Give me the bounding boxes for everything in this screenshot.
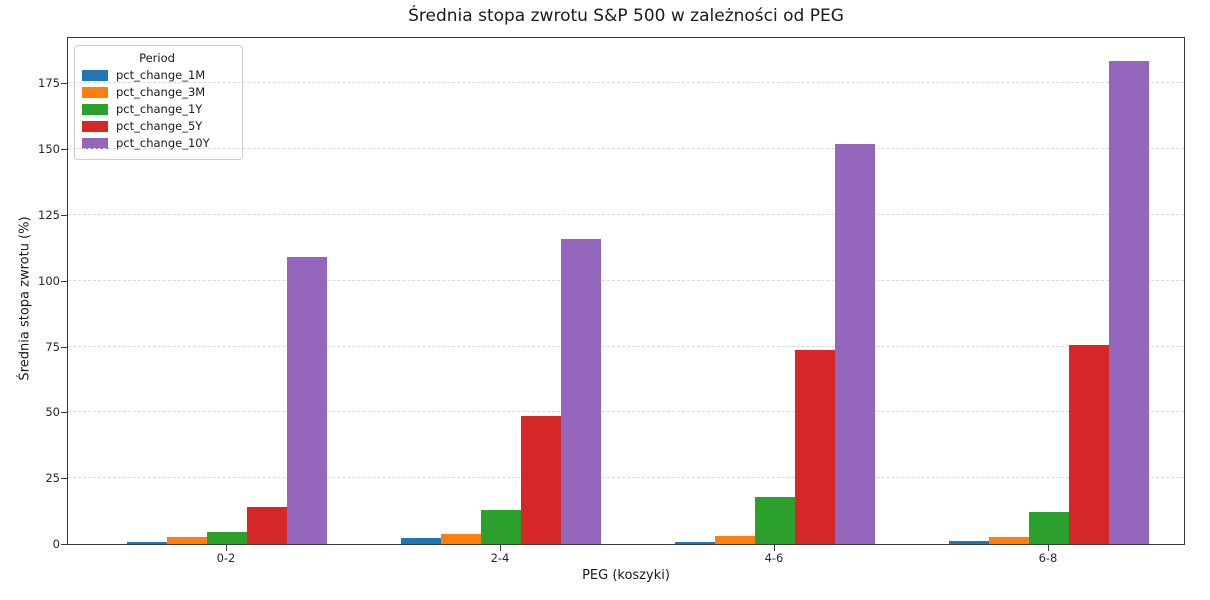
legend-label: pct_change_3M — [116, 85, 206, 99]
legend-swatch-icon — [82, 86, 108, 98]
gridline — [68, 477, 1184, 479]
y-tick-label: 150 — [38, 142, 60, 157]
legend-swatch-icon — [82, 137, 108, 149]
x-tick-label: 0-2 — [216, 551, 236, 565]
bar-pct_change_3M-0-2 — [167, 537, 207, 544]
legend-item: pct_change_10Y — [82, 136, 232, 150]
x-tick-label: 6-8 — [1038, 551, 1058, 565]
x-tick-label: 4-6 — [764, 551, 784, 565]
y-tick-label: 100 — [38, 273, 60, 288]
bar-pct_change_1Y-4-6 — [755, 496, 795, 544]
legend-label: pct_change_10Y — [116, 136, 210, 150]
y-tick-mark — [61, 478, 67, 480]
x-tick-mark — [500, 545, 501, 551]
x-tick-mark — [1048, 545, 1049, 551]
y-tick-label: 75 — [45, 339, 60, 354]
bar-pct_change_10Y-0-2 — [287, 257, 327, 544]
y-tick-mark — [61, 412, 67, 414]
y-tick-mark — [61, 83, 67, 85]
legend-item: pct_change_1Y — [82, 102, 232, 116]
x-tick-mark — [774, 545, 775, 551]
gridline — [68, 345, 1184, 347]
gridline — [68, 214, 1184, 215]
bar-pct_change_10Y-4-6 — [835, 143, 875, 544]
bar-pct_change_3M-6-8 — [989, 536, 1029, 544]
bar-pct_change_1Y-0-2 — [207, 532, 247, 544]
bar-pct_change_1M-0-2 — [127, 541, 167, 544]
chart-title: Średnia stopa zwrotu S&P 500 w zależnośc… — [408, 6, 844, 26]
y-tick-label: 25 — [45, 471, 60, 486]
x-tick-label: 2-4 — [490, 551, 510, 565]
bar-pct_change_5Y-6-8 — [1069, 344, 1109, 544]
bar-pct_change_1M-4-6 — [675, 541, 715, 544]
y-tick-label: 125 — [38, 207, 60, 222]
bar-pct_change_5Y-0-2 — [247, 506, 287, 544]
legend-title: Period — [139, 51, 175, 65]
legend-swatch-icon — [82, 103, 108, 115]
bar-pct_change_1M-2-4 — [401, 537, 441, 544]
y-tick-mark — [61, 149, 67, 151]
gridline — [68, 148, 1184, 150]
legend-swatch-icon — [82, 120, 108, 132]
bar-pct_change_1Y-6-8 — [1029, 512, 1069, 544]
bar-pct_change_5Y-4-6 — [795, 349, 835, 544]
legend-label: pct_change_1M — [116, 68, 206, 82]
y-tick-mark — [61, 280, 67, 282]
gridline — [68, 279, 1184, 281]
x-tick-mark — [226, 545, 227, 551]
y-tick-mark — [61, 346, 67, 348]
y-tick-label: 50 — [45, 405, 60, 420]
legend-item: pct_change_5Y — [82, 119, 232, 133]
bar-pct_change_1Y-2-4 — [481, 510, 521, 544]
x-axis-label: PEG (koszyki) — [582, 568, 670, 583]
bar-pct_change_3M-2-4 — [441, 533, 481, 544]
y-tick-label: 0 — [52, 537, 60, 551]
y-tick-label: 175 — [38, 76, 60, 91]
legend-label: pct_change_5Y — [116, 119, 203, 133]
plot-area: Period pct_change_1M pct_change_3M pct_cha… — [67, 37, 1185, 545]
bar-pct_change_1M-6-8 — [949, 540, 989, 544]
y-tick-mark — [61, 214, 67, 216]
gridline — [68, 411, 1184, 413]
legend-swatch-icon — [82, 69, 108, 81]
bar-pct_change_10Y-2-4 — [561, 238, 601, 544]
bar-pct_change_10Y-6-8 — [1109, 61, 1149, 544]
bar-pct_change_5Y-2-4 — [521, 416, 561, 544]
legend-item: pct_change_1M — [82, 68, 232, 82]
legend-label: pct_change_1Y — [116, 102, 203, 116]
gridline — [68, 82, 1184, 84]
y-tick-mark — [61, 544, 67, 545]
bar-pct_change_3M-4-6 — [715, 535, 755, 544]
legend-item: pct_change_3M — [82, 85, 232, 99]
legend: Period pct_change_1M pct_change_3M pct_cha… — [74, 45, 243, 160]
